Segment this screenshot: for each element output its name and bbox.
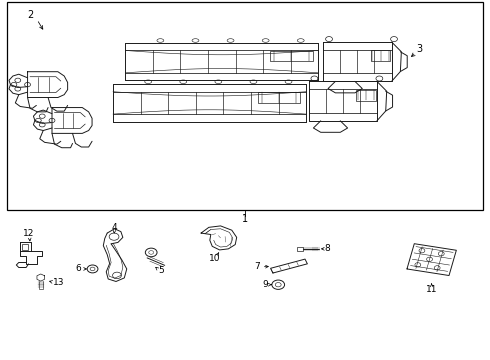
Text: 4: 4 bbox=[111, 223, 117, 232]
Text: 2: 2 bbox=[27, 10, 33, 20]
Text: 13: 13 bbox=[52, 278, 64, 287]
Text: 10: 10 bbox=[209, 254, 221, 263]
Bar bbox=[297, 247, 303, 251]
Text: 12: 12 bbox=[24, 229, 35, 238]
Text: 3: 3 bbox=[416, 44, 422, 54]
Text: 7: 7 bbox=[254, 262, 260, 271]
Bar bbox=[371, 50, 390, 61]
Bar bbox=[22, 244, 28, 249]
Bar bbox=[270, 51, 313, 61]
Bar bbox=[258, 92, 300, 103]
Text: 11: 11 bbox=[426, 285, 438, 294]
Text: 5: 5 bbox=[158, 266, 164, 275]
Bar bbox=[6, 3, 484, 211]
Text: 9: 9 bbox=[263, 280, 269, 289]
Text: 1: 1 bbox=[242, 214, 248, 224]
Text: 6: 6 bbox=[75, 265, 81, 274]
Bar bbox=[356, 90, 375, 101]
Text: 8: 8 bbox=[324, 244, 330, 253]
